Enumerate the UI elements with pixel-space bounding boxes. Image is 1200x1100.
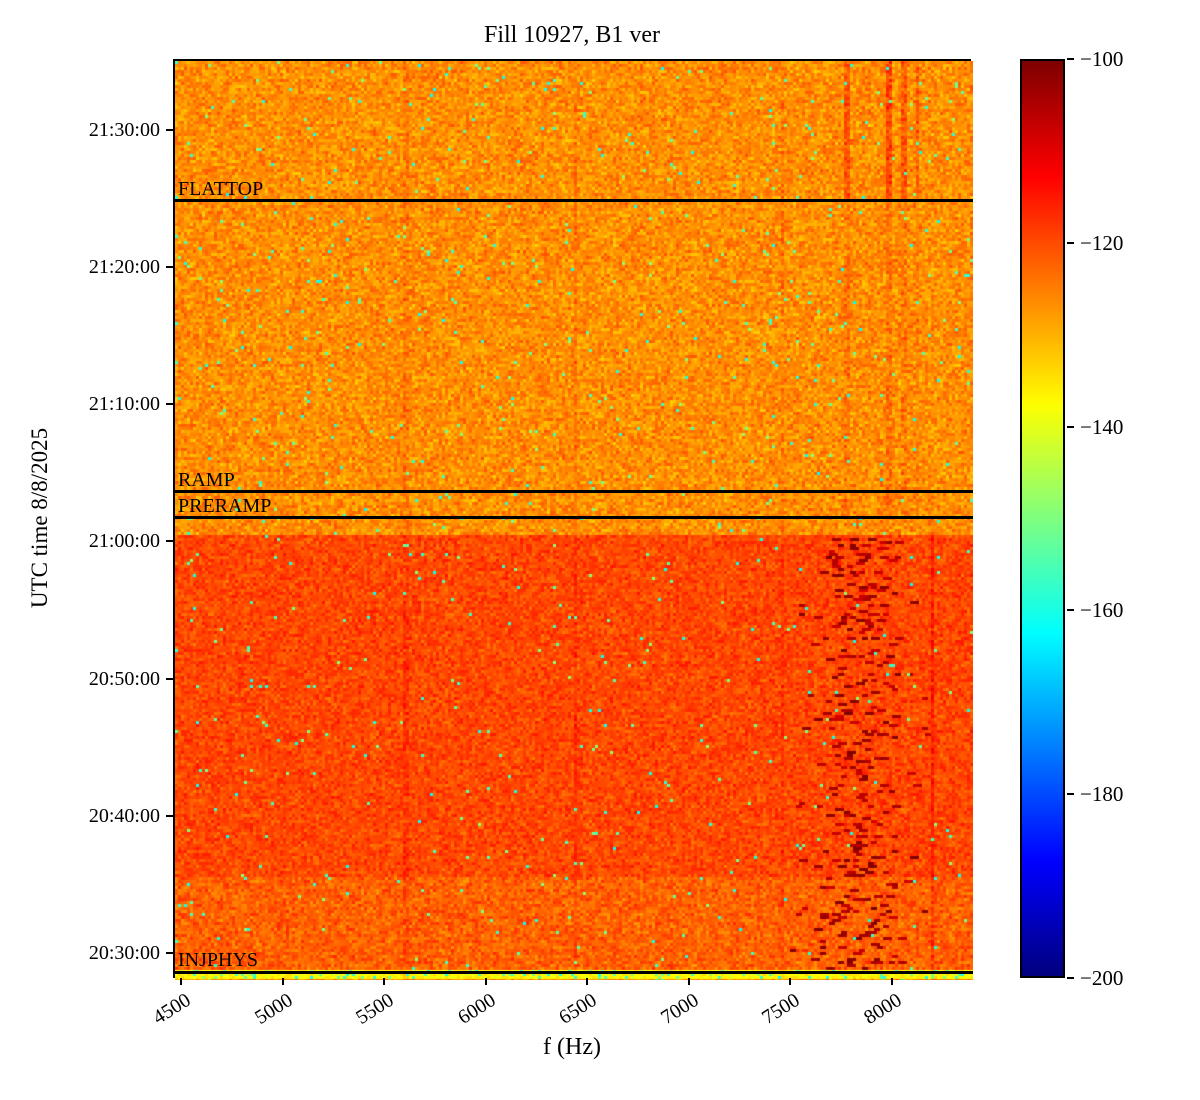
x-tick-mark — [890, 978, 893, 985]
colorbar-gradient — [1022, 61, 1063, 976]
y-tick-label: 21:00:00 — [88, 530, 160, 553]
event-line-injphys — [175, 970, 973, 974]
event-label-injphys: INJPHYS — [178, 949, 259, 971]
y-tick-label: 20:30:00 — [88, 941, 160, 964]
colorbar-tick-label: −120 — [1080, 230, 1124, 255]
x-tick-mark — [383, 978, 386, 985]
y-tick-mark — [166, 951, 173, 954]
x-axis-label: f (Hz) — [543, 1034, 601, 1060]
y-tick-label: 20:50:00 — [88, 667, 160, 690]
plot-area: FLATTOP RAMP PRERAMP INJPHYS — [173, 59, 973, 980]
colorbar-tick-mark — [1067, 58, 1074, 60]
colorbar-tick-label: −140 — [1080, 414, 1124, 439]
colorbar — [1020, 59, 1065, 978]
x-tick-mark — [484, 978, 487, 985]
colorbar-tick-mark — [1067, 977, 1074, 979]
y-tick-label: 21:10:00 — [88, 393, 160, 416]
colorbar-tick-mark — [1067, 241, 1074, 244]
chart-title: Fill 10927, B1 ver — [483, 22, 660, 48]
event-label-flattop: FLATTOP — [178, 177, 264, 200]
x-tick-mark — [789, 978, 792, 985]
event-line-preramp — [175, 516, 973, 520]
event-label-preramp: PRERAMP — [178, 494, 272, 517]
y-tick-label: 21:30:00 — [88, 118, 160, 141]
y-tick-mark — [166, 677, 173, 680]
y-tick-mark — [166, 266, 173, 268]
colorbar-tick-mark — [1067, 793, 1074, 796]
event-line-ramp — [175, 490, 973, 494]
colorbar-tick-mark — [1067, 425, 1074, 428]
y-tick-mark — [166, 814, 173, 817]
y-tick-mark — [166, 403, 173, 406]
colorbar-tick-label: −160 — [1080, 598, 1124, 623]
y-tick-label: 21:20:00 — [88, 256, 160, 278]
y-tick-mark — [166, 128, 173, 131]
colorbar-tick-label: −180 — [1080, 782, 1124, 807]
x-tick-mark — [281, 978, 284, 985]
y-tick-label: 20:40:00 — [88, 804, 160, 827]
y-axis-label: UTC time 8/8/2025 — [27, 427, 52, 609]
colorbar-tick-label: −100 — [1080, 47, 1124, 71]
colorbar-tick-label: −200 — [1080, 966, 1124, 990]
event-line-flattop — [175, 199, 973, 202]
y-tick-mark — [166, 540, 173, 543]
event-label-ramp: RAMP — [178, 468, 235, 491]
colorbar-tick-mark — [1067, 609, 1074, 612]
spectrogram-canvas — [175, 61, 973, 980]
x-tick-mark — [180, 978, 183, 985]
x-tick-mark — [586, 978, 589, 985]
x-tick-mark — [687, 978, 690, 985]
